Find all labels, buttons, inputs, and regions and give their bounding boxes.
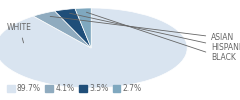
Wedge shape [75,8,91,48]
Text: HISPANIC: HISPANIC [70,13,240,53]
Wedge shape [55,9,91,48]
Wedge shape [33,11,91,48]
Text: WHITE: WHITE [7,24,32,43]
Wedge shape [0,8,187,88]
Text: ASIAN: ASIAN [50,16,234,42]
Legend: 89.7%, 4.1%, 3.5%, 2.7%: 89.7%, 4.1%, 3.5%, 2.7% [4,81,145,96]
Text: BLACK: BLACK [86,12,236,62]
